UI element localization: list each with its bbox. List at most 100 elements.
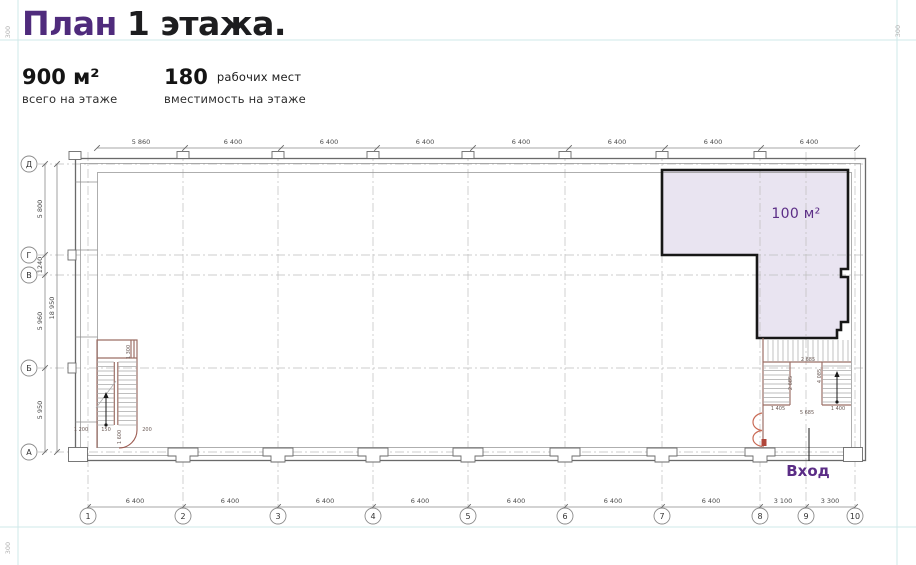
dim-label-bottom: 6 400 xyxy=(316,497,335,505)
stair-dim-label: 1 400 xyxy=(831,406,845,412)
column-axis-bubble xyxy=(79,507,97,525)
wall-pilaster-bottom xyxy=(452,447,484,463)
dim-label-bottom: 3 300 xyxy=(821,497,840,505)
stair-dim-label: 5 685 xyxy=(800,410,814,416)
dim-label-left: 5 800 xyxy=(36,200,44,219)
column-axis-bubble xyxy=(797,507,815,525)
stat-area-value: 900 м² xyxy=(22,65,100,89)
dim-label-left: 1240 xyxy=(36,257,44,274)
column-axis-bubble xyxy=(751,507,769,525)
column-axis-label: 9 xyxy=(803,512,808,521)
stair-dim-label: 200 xyxy=(142,427,152,433)
margin-label: 300 xyxy=(4,542,12,554)
page-title-rest: 1 этажа. xyxy=(126,4,287,43)
wall-pilaster-top xyxy=(176,151,190,159)
dim-label-bottom: 6 400 xyxy=(702,497,721,505)
building-walls xyxy=(67,151,867,463)
dim-tick xyxy=(853,144,861,152)
row-axis-bubble xyxy=(20,246,38,264)
dim-label-top: 5 860 xyxy=(132,138,151,146)
highlighted-room-border xyxy=(660,168,850,340)
row-axis-label: Г xyxy=(27,251,32,260)
wall-pilaster-top xyxy=(461,151,475,159)
dim-tick xyxy=(469,144,477,152)
page-title-accent: План xyxy=(22,4,117,43)
entrance-door-swing xyxy=(752,412,763,448)
dim-tick xyxy=(757,144,765,152)
row-axis-label: В xyxy=(26,271,32,280)
wall-pilaster-bottom xyxy=(262,447,294,463)
dim-tick xyxy=(41,251,49,259)
stat-capacity-value: 180 xyxy=(164,65,208,89)
dim-label-top: 6 400 xyxy=(224,138,243,146)
dim-tick xyxy=(41,364,49,372)
column-axis-label: 6 xyxy=(562,512,567,521)
dim-tick xyxy=(661,144,669,152)
dim-label-bottom: 6 400 xyxy=(411,497,430,505)
stat-capacity: 180 рабочих мест вместимость на этаже xyxy=(164,66,306,106)
wall-pilaster-bottom xyxy=(167,447,199,463)
dim-label-left: 5 950 xyxy=(36,401,44,420)
wall-pilaster-top xyxy=(655,151,669,159)
column-axis-label: 1 xyxy=(85,512,90,521)
column-axis-label: 8 xyxy=(757,512,762,521)
staircase-right xyxy=(752,338,851,448)
wall-pilaster-top xyxy=(753,151,767,159)
axis-bubbles: 1 2 3 4 5 6 7 8 9 10 Д Г В Б А xyxy=(20,155,864,525)
column-axis-bubble xyxy=(364,507,382,525)
dim-label-top: 6 400 xyxy=(800,138,819,146)
dim-tick xyxy=(277,144,285,152)
wall-pilaster-bottom xyxy=(357,447,389,463)
column-axis-bubble xyxy=(556,507,574,525)
page-title: План 1 этажа. xyxy=(22,4,286,43)
entrance-label: Вход xyxy=(786,462,830,480)
margin-label: 300 xyxy=(4,26,12,38)
dim-label-bottom: 6 400 xyxy=(604,497,623,505)
dim-label-bottom: 6 400 xyxy=(126,497,145,505)
dim-tick xyxy=(41,448,49,456)
row-axis-label: Б xyxy=(26,364,32,373)
dim-label-top: 6 400 xyxy=(416,138,435,146)
column-axis-bubble xyxy=(846,507,864,525)
stat-capacity-unit: рабочих мест xyxy=(216,70,302,84)
dim-label-top: 6 400 xyxy=(608,138,627,146)
entrance-door-leaf xyxy=(761,439,767,446)
dim-tick xyxy=(93,144,101,152)
column-axis-bubble xyxy=(174,507,192,525)
dim-label-left-total: 18 950 xyxy=(48,297,56,320)
stair-dim-label: 4 085 xyxy=(817,369,823,383)
wall-pilaster-bottom xyxy=(549,447,581,463)
wall-pilaster-top xyxy=(558,151,572,159)
column-axis-bubble xyxy=(653,507,671,525)
dim-label-left: 5 960 xyxy=(36,312,44,331)
row-axis-bubble xyxy=(20,266,38,284)
column-axis-label: 10 xyxy=(850,512,860,521)
column-axis-label: 4 xyxy=(370,512,375,521)
row-axis-bubble xyxy=(20,443,38,461)
dim-tick xyxy=(53,160,61,168)
dim-label-top: 6 400 xyxy=(704,138,723,146)
stat-total-area: 900 м² всего на этаже xyxy=(22,66,117,106)
wall-pilaster-top xyxy=(366,151,380,159)
stat-area-caption: всего на этаже xyxy=(22,92,118,107)
wall-pilaster-bottom xyxy=(646,447,678,463)
dim-label-bottom: 3 100 xyxy=(774,497,793,505)
row-axis-bubble xyxy=(20,155,38,173)
dim-tick xyxy=(373,144,381,152)
dim-tick xyxy=(41,160,49,168)
stair-dim-label: 2 685 xyxy=(788,376,794,390)
dim-tick xyxy=(181,144,189,152)
wall-pilaster-top xyxy=(271,151,285,159)
dim-label-top: 6 400 xyxy=(512,138,531,146)
column-axis-label: 7 xyxy=(659,512,664,521)
dim-label-bottom: 6 400 xyxy=(221,497,240,505)
row-axis-label: Д xyxy=(26,160,32,169)
stair-dim-label: 2 685 xyxy=(801,357,815,363)
row-axis-label: А xyxy=(26,448,32,457)
dimension-labels: 5 860 6 400 6 400 6 400 6 400 6 400 6 400 6 400… xyxy=(36,138,845,505)
column-axis-label: 2 xyxy=(180,512,185,521)
highlighted-room-area-label: 100 м² xyxy=(771,206,820,222)
wall-pilaster-bottom xyxy=(744,447,776,463)
